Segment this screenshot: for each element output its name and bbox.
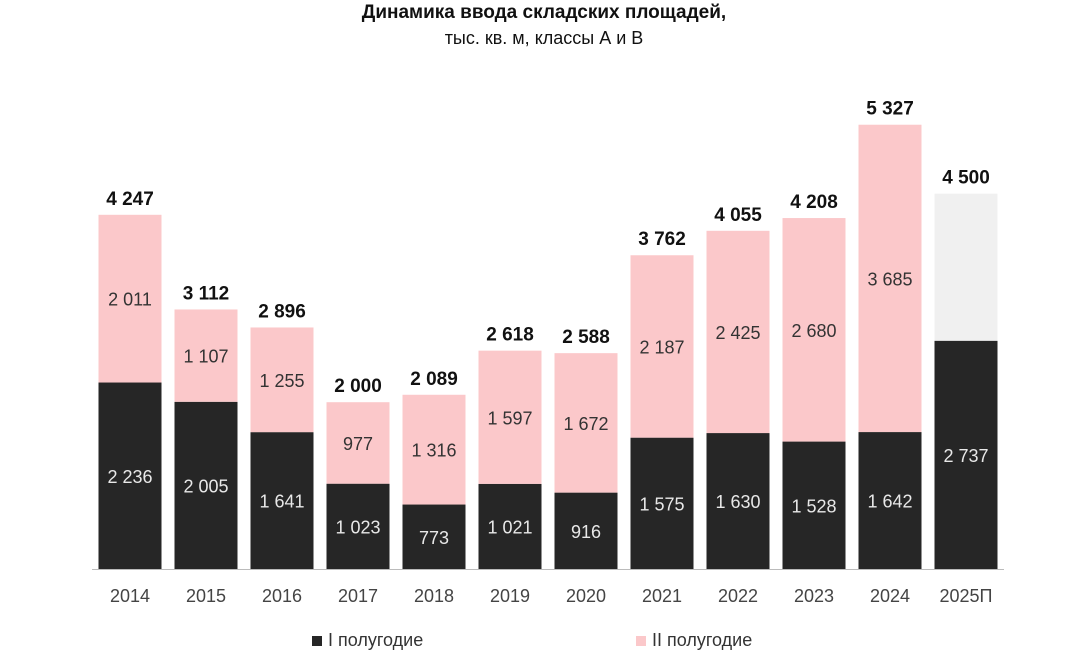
- value-label-h2-2016: 1 255: [259, 371, 304, 391]
- total-label-2019: 2 618: [486, 325, 534, 346]
- bar-h2-2017: [326, 402, 390, 484]
- value-label-h2-2014: 2 011: [108, 290, 152, 310]
- bar-h1-2024: [858, 432, 922, 569]
- x-tick-label-2015: 2015: [186, 586, 226, 606]
- x-tick-label-2022: 2022: [718, 586, 758, 606]
- total-label-2023: 4 208: [790, 192, 838, 213]
- bar-h1-2021: [630, 437, 694, 569]
- bar-h2-2023: [782, 218, 846, 442]
- bar-h2-2018: [402, 394, 466, 505]
- total-label-2022: 4 055: [714, 205, 762, 226]
- bar-h2-2016: [250, 327, 314, 433]
- bar-h2-2014: [98, 214, 162, 383]
- value-label-h1-2020: 916: [571, 522, 601, 542]
- value-label-h1-2024: 1 642: [867, 492, 912, 512]
- total-label-2021: 3 762: [638, 229, 686, 250]
- value-label-h1-2015: 2 005: [183, 476, 228, 496]
- value-label-h2-2015: 1 107: [183, 347, 228, 367]
- x-tick-label-2020: 2020: [566, 586, 606, 606]
- total-label-2025П: 4 500: [942, 168, 990, 189]
- x-tick-label-2021: 2021: [642, 586, 682, 606]
- bar-h2-2022: [706, 230, 770, 434]
- bar-h1-2022: [706, 433, 770, 569]
- bar-h1-2015: [174, 401, 238, 569]
- bar-h2-2021: [630, 255, 694, 438]
- total-label-2017: 2 000: [334, 376, 382, 397]
- total-label-2024: 5 327: [866, 99, 914, 120]
- value-label-h1-2021: 1 575: [639, 494, 684, 514]
- value-label-h2-2019: 1 597: [487, 408, 532, 428]
- x-tick-label-2024: 2024: [870, 586, 910, 606]
- x-tick-label-2023: 2023: [794, 586, 834, 606]
- chart-title: Динамика ввода складских площадей,: [361, 2, 727, 23]
- legend-label-h2: II полугодие: [652, 630, 753, 650]
- x-tick-label-2016: 2016: [262, 586, 302, 606]
- value-label-h1-2022: 1 630: [715, 492, 760, 512]
- bar-h1-2023: [782, 441, 846, 569]
- value-label-h1-2018: 773: [419, 528, 449, 548]
- value-label-h2-2021: 2 187: [639, 337, 684, 357]
- bar-h2-2024: [858, 124, 922, 433]
- value-label-h2-2018: 1 316: [411, 441, 456, 461]
- value-label-h1-2014: 2 236: [107, 467, 152, 487]
- bar-h1-2016: [250, 432, 314, 569]
- bar-h1-2014: [98, 382, 162, 569]
- bar-h2-2020: [554, 353, 618, 493]
- value-label-h1-2017: 1 023: [335, 517, 380, 537]
- bar-h1-2017: [326, 483, 390, 569]
- legend-swatch-h1: [312, 635, 322, 646]
- total-label-2014: 4 247: [106, 189, 154, 210]
- value-label-h2-2022: 2 425: [715, 323, 760, 343]
- value-label-h1-2019: 1 021: [487, 517, 532, 537]
- chart-subtitle: тыс. кв. м, классы А и В: [444, 28, 644, 48]
- total-label-2015: 3 112: [183, 283, 230, 304]
- x-tick-label-2025П: 2025П: [940, 586, 993, 606]
- x-tick-label-2019: 2019: [490, 586, 530, 606]
- legend-item-h2: II полугодие: [636, 630, 752, 651]
- x-tick-label-2018: 2018: [414, 586, 454, 606]
- legend-swatch-h2: [636, 635, 646, 646]
- value-label-h2-2017: 977: [343, 434, 373, 454]
- bar-forecast-remainder-2025П: [934, 193, 998, 341]
- value-label-h1-2025П: 2 737: [943, 446, 988, 466]
- value-label-h2-2024: 3 685: [867, 269, 912, 289]
- total-label-2016: 2 896: [258, 301, 306, 322]
- bar-h1-2019: [478, 483, 542, 569]
- bar-h2-2019: [478, 350, 542, 484]
- x-tick-label-2014: 2014: [110, 586, 150, 606]
- bar-h2-2015: [174, 309, 238, 402]
- legend-item-h1: I полугодие: [312, 630, 423, 651]
- x-tick-label-2017: 2017: [338, 586, 378, 606]
- legend-label-h1: I полугодие: [328, 630, 424, 650]
- value-label-h1-2016: 1 641: [259, 492, 304, 512]
- bar-h1-2018: [402, 504, 466, 569]
- bar-h1-2020: [554, 492, 618, 569]
- total-label-2018: 2 089: [410, 369, 458, 390]
- value-label-h2-2023: 2 680: [791, 321, 836, 341]
- value-label-h2-2020: 1 672: [563, 414, 608, 434]
- total-label-2020: 2 588: [562, 327, 610, 348]
- bar-h1-2025П: [934, 340, 998, 569]
- value-label-h1-2023: 1 528: [791, 496, 836, 516]
